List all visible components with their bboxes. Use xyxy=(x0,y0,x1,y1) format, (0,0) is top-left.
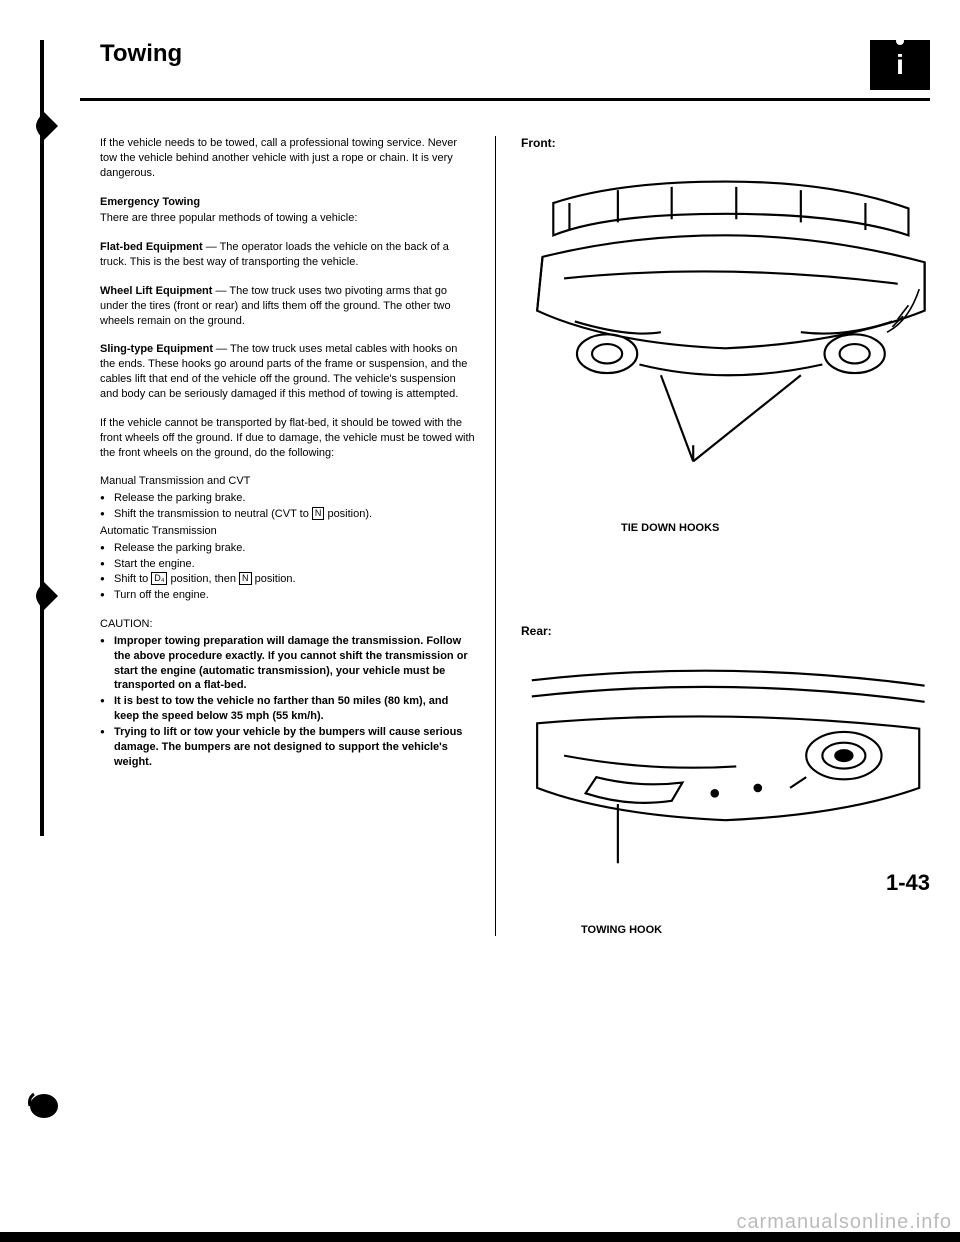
flatbed-paragraph: Flat-bed Equipment — The operator loads … xyxy=(100,240,475,270)
info-icon: i xyxy=(870,40,930,90)
list-item: Turn off the engine. xyxy=(100,588,475,603)
caution-list: Improper towing preparation will damage … xyxy=(100,634,475,770)
front-figure-caption: TIE DOWN HOOKS xyxy=(521,522,930,534)
text-column: If the vehicle needs to be towed, call a… xyxy=(80,136,475,936)
manual-trans-heading: Manual Transmission and CVT xyxy=(100,474,475,489)
figure-column: Front: TIE xyxy=(495,136,930,936)
rear-towing-hook-figure xyxy=(521,648,930,885)
caution-heading: CAUTION: xyxy=(100,617,475,632)
binding-marker-icon xyxy=(28,580,60,612)
front-tie-down-figure xyxy=(521,160,930,483)
list-item: Trying to lift or tow your vehicle by th… xyxy=(100,725,475,770)
binding-spine xyxy=(40,40,44,836)
list-item: Start the engine. xyxy=(100,557,475,572)
sling-heading: Sling-type Equipment xyxy=(100,343,213,355)
list-item: Release the parking brake. xyxy=(100,541,475,556)
page-number: 1-43 xyxy=(886,870,930,896)
emergency-heading: Emergency Towing xyxy=(100,195,475,210)
bottom-bar xyxy=(0,1232,960,1242)
wheel-lift-heading: Wheel Lift Equipment xyxy=(100,285,212,297)
intro-paragraph: If the vehicle needs to be towed, call a… xyxy=(100,136,475,181)
watermark: carmanualsonline.info xyxy=(736,1211,952,1234)
manual-trans-list: Release the parking brake. Shift the tra… xyxy=(100,491,475,522)
if-cannot-paragraph: If the vehicle cannot be transported by … xyxy=(100,416,475,461)
auto-trans-list: Release the parking brake. Start the eng… xyxy=(100,541,475,603)
binding-marker-icon xyxy=(28,110,60,142)
wheel-lift-paragraph: Wheel Lift Equipment — The tow truck use… xyxy=(100,284,475,329)
sling-paragraph: Sling-type Equipment — The tow truck use… xyxy=(100,342,475,401)
rear-figure-caption: TOWING HOOK xyxy=(521,924,930,936)
list-item: Shift to D₄ position, then N position. xyxy=(100,572,475,587)
front-label: Front: xyxy=(521,136,930,150)
list-item: Release the parking brake. xyxy=(100,491,475,506)
auto-trans-heading: Automatic Transmission xyxy=(100,524,475,539)
list-item: Shift the transmission to neutral (CVT t… xyxy=(100,507,475,522)
binding-marker-icon xyxy=(28,1090,60,1122)
list-item: Improper towing preparation will damage … xyxy=(100,634,475,693)
rear-label: Rear: xyxy=(521,624,930,638)
emergency-text: There are three popular methods of towin… xyxy=(100,211,475,226)
flatbed-heading: Flat-bed Equipment xyxy=(100,241,203,253)
header-rule xyxy=(80,98,930,101)
page-title: Towing xyxy=(80,40,182,68)
list-item: It is best to tow the vehicle no farther… xyxy=(100,694,475,724)
